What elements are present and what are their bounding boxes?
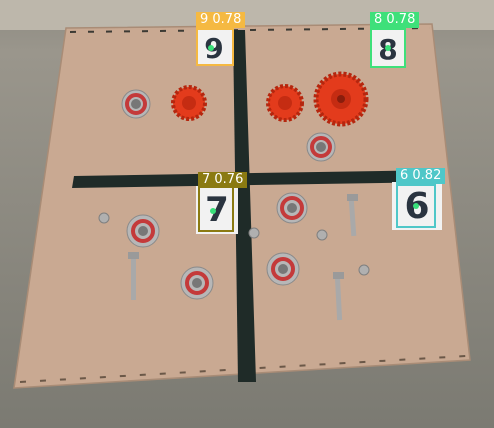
bearing-1 bbox=[121, 89, 151, 119]
digit-card-9: 9 bbox=[196, 30, 232, 66]
detection-center-7 bbox=[210, 208, 216, 214]
bolt-2 bbox=[347, 194, 358, 237]
nut-2 bbox=[316, 229, 328, 241]
bearing-4 bbox=[276, 192, 308, 224]
nut-1 bbox=[98, 212, 110, 224]
bearing-2 bbox=[306, 132, 336, 162]
bearing-3 bbox=[126, 214, 160, 248]
detection-box-8[interactable] bbox=[370, 28, 406, 68]
vertical-tape bbox=[233, 30, 256, 382]
horizontal-tape bbox=[72, 170, 442, 188]
detection-label-9: 9 0.78 bbox=[196, 12, 246, 28]
detection-label-8: 8 0.78 bbox=[370, 12, 420, 28]
detection-label-7: 7 0.76 bbox=[198, 172, 248, 188]
detection-box-7[interactable] bbox=[198, 186, 234, 232]
detection-label-6: 6 0.82 bbox=[396, 168, 446, 184]
digit-card-6: 6 bbox=[392, 182, 442, 230]
detection-center-6 bbox=[413, 203, 419, 209]
digit-card-7: 7 bbox=[196, 186, 238, 234]
nut-3 bbox=[248, 227, 260, 239]
detection-box-6[interactable] bbox=[396, 184, 436, 228]
detection-center-8 bbox=[385, 45, 391, 51]
gear-large bbox=[313, 71, 369, 127]
bearing-5 bbox=[180, 266, 214, 300]
detection-box-9[interactable] bbox=[196, 28, 234, 66]
nut-4 bbox=[358, 264, 370, 276]
bolt-1 bbox=[128, 252, 139, 300]
gear-small-left bbox=[171, 85, 207, 121]
digit-card-text: 7 bbox=[205, 190, 229, 230]
board-edge-notches-top bbox=[69, 27, 431, 33]
detection-center-9 bbox=[208, 45, 214, 51]
bearing-6 bbox=[266, 252, 300, 286]
gear-small-right bbox=[266, 84, 304, 122]
bolt-3 bbox=[333, 272, 344, 321]
